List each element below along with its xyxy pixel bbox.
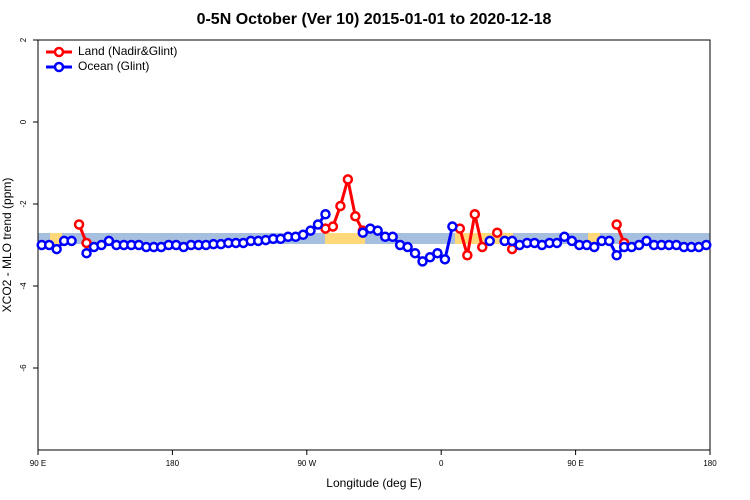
data-point xyxy=(611,219,622,230)
data-point xyxy=(103,235,115,247)
data-point xyxy=(506,235,518,247)
data-point xyxy=(484,235,495,247)
data-point xyxy=(417,256,428,267)
y-tick-label: -6 xyxy=(19,364,28,372)
land-band xyxy=(455,233,513,244)
chart-title: 0-5N October (Ver 10) 2015-01-01 to 2020… xyxy=(197,11,552,28)
background-band xyxy=(38,233,710,244)
y-axis-label: XCO2 - MLO trend (ppm) xyxy=(0,178,14,313)
data-point xyxy=(81,247,92,259)
y-tick-label: -2 xyxy=(19,200,28,208)
data-point xyxy=(424,252,436,263)
x-tick-label: 0 xyxy=(439,459,444,468)
y-tick-label: -4 xyxy=(19,282,28,290)
legend-marker xyxy=(53,46,65,58)
data-point xyxy=(641,235,652,247)
x-tick-label: 90 E xyxy=(567,459,583,468)
land-band xyxy=(588,233,600,244)
data-point xyxy=(312,219,324,230)
data-point xyxy=(402,241,413,253)
data-point xyxy=(320,209,331,220)
x-axis-label: Longitude (deg E) xyxy=(326,476,421,490)
data-point xyxy=(357,227,369,238)
y-tick-label: 2 xyxy=(19,37,28,42)
data-point xyxy=(350,211,361,222)
data-point xyxy=(96,239,107,251)
legend-marker xyxy=(53,61,65,73)
data-point xyxy=(462,250,473,261)
data-point xyxy=(335,200,346,212)
data-point xyxy=(432,247,443,259)
data-point xyxy=(447,221,458,232)
data-point xyxy=(589,241,600,253)
data-point xyxy=(633,239,645,251)
data-point xyxy=(611,250,622,261)
data-point xyxy=(81,237,92,249)
legend-label: Land (Nadir&Glint) xyxy=(78,44,177,58)
data-point xyxy=(491,227,503,238)
data-point xyxy=(551,237,563,249)
x-tick-label: 90 E xyxy=(30,459,46,468)
data-point xyxy=(387,231,398,243)
data-point xyxy=(305,225,316,236)
data-point xyxy=(73,219,85,230)
data-point xyxy=(603,235,615,247)
data-point xyxy=(439,254,451,265)
series-line xyxy=(458,213,484,256)
data-point xyxy=(342,174,354,185)
x-tick-label: 90 W xyxy=(297,459,316,468)
data-point xyxy=(297,229,309,240)
data-point xyxy=(701,239,712,251)
data-point xyxy=(327,221,339,232)
data-point xyxy=(477,241,488,253)
ocean-band xyxy=(38,233,710,244)
data-point xyxy=(43,239,55,251)
legend-label: Ocean (Glint) xyxy=(78,59,149,73)
land-band xyxy=(50,233,62,244)
data-point xyxy=(51,243,62,255)
data-point xyxy=(372,225,383,236)
data-point xyxy=(469,209,481,220)
data-point xyxy=(66,235,77,247)
x-tick-label: 180 xyxy=(703,459,717,468)
data-point xyxy=(566,235,578,247)
data-point xyxy=(559,231,570,243)
land-band xyxy=(325,233,365,244)
x-tick-label: 180 xyxy=(166,459,180,468)
data-point xyxy=(409,247,421,259)
y-tick-label: 0 xyxy=(19,119,28,124)
